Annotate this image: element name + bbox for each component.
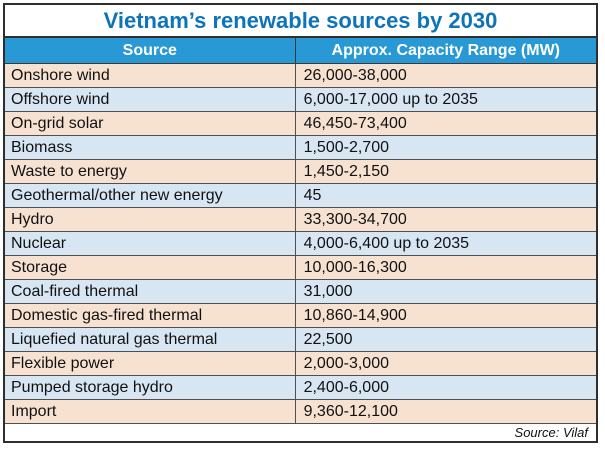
source-cell: Nuclear [11,234,67,252]
table-row: Liquefied natural gas thermal 22,500 [5,328,596,352]
table-row: Pumped storage hydro 2,400-6,000 [5,376,596,400]
table-row: Storage 10,000-16,300 [5,256,596,280]
source-cell: Import [11,402,57,420]
capacity-cell: 9,360-12,100 [294,400,596,423]
capacity-cell: 26,000-38,000 [294,64,596,87]
capacity-cell: 2,400-6,000 [294,376,596,399]
capacity-cell: 4,000-6,400 up to 2035 [294,232,596,255]
table-row: On-grid solar 46,450-73,400 [5,112,596,136]
source-cell: Geothermal/other new energy [11,186,223,204]
table-row: Onshore wind 26,000-38,000 [5,64,596,88]
table-row: Waste to energy 1,450-2,150 [5,160,596,184]
table-frame: Vietnam’s renewable sources by 2030 Sour… [3,3,598,443]
source-cell: Offshore wind [11,90,110,108]
source-cell: Onshore wind [11,66,110,84]
source-cell: Pumped storage hydro [11,378,173,396]
column-header-source: Source [122,41,177,59]
source-cell: Flexible power [11,354,115,372]
source-cell: Waste to energy [11,162,127,180]
capacity-cell: 2,000-3,000 [294,352,596,375]
source-cell: Domestic gas-fired thermal [11,306,203,324]
source-cell: Storage [11,258,68,276]
capacity-cell: 45 [294,184,596,207]
capacity-cell: 10,860-14,900 [294,304,596,327]
capacity-cell: 31,000 [294,280,596,303]
table-row: Biomass 1,500-2,700 [5,136,596,160]
table-row: Hydro 33,300-34,700 [5,208,596,232]
table-body: Onshore wind 26,000-38,000 Offshore wind 6,… [5,64,596,424]
source-note: Source: Vilaf [5,424,596,441]
table-header-row: Source Approx. Capacity Range (MW) [5,38,596,64]
capacity-cell: 46,450-73,400 [294,112,596,135]
capacity-cell: 1,450-2,150 [294,160,596,183]
page-title: Vietnam’s renewable sources by 2030 [5,5,596,38]
capacity-cell: 1,500-2,700 [294,136,596,159]
source-cell: On-grid solar [11,114,104,132]
table-row: Import 9,360-12,100 [5,400,596,424]
table-row: Offshore wind 6,000-17,000 up to 2035 [5,88,596,112]
table-row: Nuclear 4,000-6,400 up to 2035 [5,232,596,256]
table-row: Domestic gas-fired thermal 10,860-14,900 [5,304,596,328]
capacity-cell: 6,000-17,000 up to 2035 [294,88,596,111]
capacity-cell: 22,500 [294,328,596,351]
table-row: Coal-fired thermal 31,000 [5,280,596,304]
source-cell: Biomass [11,138,73,156]
table-row: Geothermal/other new energy 45 [5,184,596,208]
table-row: Flexible power 2,000-3,000 [5,352,596,376]
capacity-cell: 33,300-34,700 [294,208,596,231]
capacity-cell: 10,000-16,300 [294,256,596,279]
source-cell: Hydro [11,210,54,228]
source-cell: Coal-fired thermal [11,282,139,300]
source-cell: Liquefied natural gas thermal [11,330,218,348]
column-header-capacity: Approx. Capacity Range (MW) [294,38,596,63]
